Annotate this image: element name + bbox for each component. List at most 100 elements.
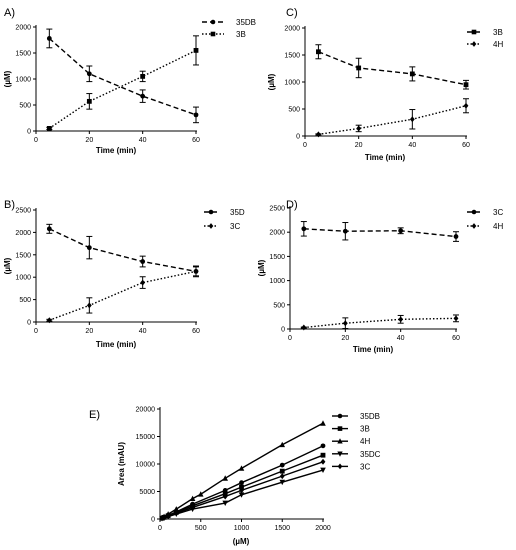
data-point [409,116,415,123]
legend-marker [337,451,343,457]
series-group: 3C [300,208,503,242]
x-axis-title: Time (min) [365,153,406,162]
y-tick-label: 1500 [15,51,31,58]
x-tick-label: 0 [158,525,162,532]
data-point [279,462,285,468]
data-point [86,302,92,309]
data-point [463,82,469,88]
data-point [193,48,199,53]
data-point [46,126,52,131]
legend-label: 4H [493,222,503,231]
data-point [222,493,228,500]
y-tick-label: 15000 [136,434,156,441]
x-tick-label: 20 [85,328,93,335]
data-point [86,245,92,251]
series-line [318,105,467,136]
x-tick-label: 2000 [315,525,331,532]
data-point [342,320,348,327]
y-tick-label: 1500 [15,252,31,259]
x-tick-label: 20 [355,142,363,149]
y-tick-label: 1500 [269,254,285,261]
legend-marker [210,31,216,37]
x-tick-label: 20 [85,137,93,144]
series-line [49,270,197,321]
data-point [316,131,321,138]
y-tick-label: 2500 [15,208,31,215]
series-line [48,49,197,129]
data-point [342,228,348,234]
y-axis-title: (µM) [3,257,12,274]
chart-panel: E)0 500 1000 1500 200005000100001500020000(µ… [89,407,381,547]
x-axis-title: Time (min) [96,146,137,155]
data-point [46,317,52,324]
panel-label: D) [286,199,298,211]
y-tick-label: 500 [19,297,31,304]
legend-label: 35DB [236,18,256,27]
y-tick-label: 2000 [15,25,31,32]
legend-label: 35DC [360,450,381,459]
data-point [193,112,199,118]
x-tick-label: 40 [139,137,147,144]
y-tick-label: 0 [27,129,31,136]
y-tick-label: 2500 [269,206,285,213]
x-tick-label: 40 [408,142,416,149]
y-tick-label: 0 [151,517,155,524]
data-point [239,487,244,494]
x-tick-label: 60 [452,335,460,342]
legend-marker [471,209,477,215]
series-line [318,51,467,86]
y-axis-title: Area (mAU) [117,442,126,486]
chart-panel: A) 0 20 40 60 0 500 1000 1500 2000 Time (min) (µM) 3… [3,7,256,155]
data-point [356,125,362,132]
chart-panel: C) 0 20 40 60 0 500 1000 1500 2000 Time (min) (µM) 3… [267,7,503,162]
data-point [239,480,244,486]
legend-label: 35DB [360,412,380,421]
y-tick-label: 10000 [136,462,156,469]
y-axis-title: (µM) [267,73,276,90]
x-tick-label: 0 [288,335,292,342]
x-tick-label: 1000 [234,525,250,532]
series-group: 35DC [159,450,381,522]
y-tick-label: 1000 [15,77,31,84]
legend-label: 3C [360,462,370,471]
data-point [238,465,245,471]
data-point [140,74,146,79]
data-point [173,510,179,517]
data-point [197,491,204,497]
x-tick-label: 60 [192,328,200,335]
data-point [190,504,195,511]
x-axis-title: Time (min) [353,345,394,354]
data-point [409,71,415,77]
data-point [222,475,228,481]
legend-marker [471,41,477,47]
legend-label: 3C [493,208,503,217]
data-point [320,443,326,449]
data-point [279,468,285,474]
panel-label: B) [4,199,15,211]
legend-label: 3B [236,30,246,39]
legend-label: 4H [360,437,370,446]
data-point [279,473,285,480]
x-tick-label: 0 [34,328,38,335]
x-axis-title: Time (min) [96,340,137,349]
chart-panel: D) 0 20 40 60 0 500 1000 1500 2000 2500 Time (min) (… [257,199,503,354]
y-tick-label: 500 [19,103,31,110]
y-tick-label: 500 [273,302,285,309]
panel-label: A) [4,7,15,19]
x-tick-label: 60 [192,137,200,144]
series-group: 4H [300,222,503,331]
legend-marker [337,438,343,444]
data-point [140,93,146,99]
x-tick-label: 20 [341,335,349,342]
legend-marker [471,223,477,229]
series-line [49,228,197,273]
x-tick-label: 0 [34,137,38,144]
data-point [398,316,404,323]
data-point [320,452,326,458]
series-group: 4H [315,40,503,138]
x-tick-label: 40 [397,335,405,342]
y-tick-label: 1500 [284,53,300,60]
legend-label: 3C [230,222,240,231]
data-point [356,65,362,71]
data-point [316,49,321,55]
